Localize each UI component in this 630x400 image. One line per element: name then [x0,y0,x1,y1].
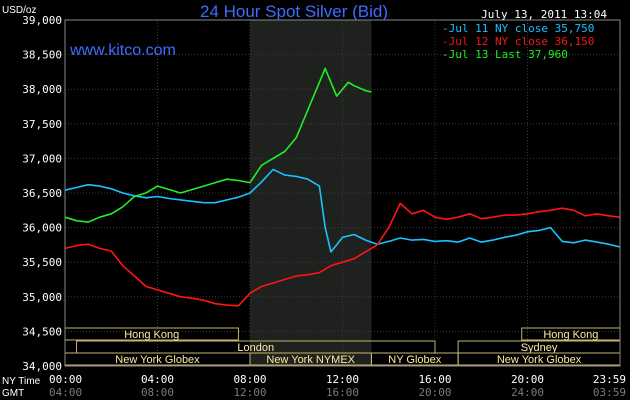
nymex-session-shade [250,20,372,366]
chart-date: July 13, 2011 13:04 [481,8,607,21]
x-tick-label-gmt: 12:00 [233,386,266,399]
y-tick-label: 34,500 [22,325,62,338]
x-tick-label-ny: 23:59 [593,373,626,386]
session-label: New York NYMEX [266,354,355,366]
x-tick-label-gmt: 04:00 [49,386,82,399]
session-label: NY Globex [388,354,441,366]
series-line [64,168,621,253]
x-tick-label-ny: 20:00 [511,373,544,386]
series-line [64,67,372,223]
y-tick-label: 38,500 [22,49,62,62]
session-label: Hong Kong [543,329,598,341]
y-tick-label: 38,000 [22,83,62,96]
x-tick-label-gmt: 08:00 [141,386,174,399]
x-tick-label-ny: 16:00 [418,373,451,386]
price-series [64,67,621,307]
plot-frame [64,19,621,367]
y-tick-label: 34,000 [22,360,62,373]
y-tick-label: 37,000 [22,152,62,165]
y-tick-label: 39,000 [22,14,62,27]
x-axis-ticks: 00:0004:0004:0008:0008:0012:0012:0016:00… [49,373,626,399]
x-tick-label-gmt: 24:00 [511,386,544,399]
x-tick-label-ny: 04:00 [141,373,174,386]
y-tick-label: 35,500 [22,256,62,269]
legend: -Jul 11 NY close 35,750-Jul 12 NY close … [442,22,594,61]
x-tick-label-ny: 00:00 [49,373,82,386]
session-label: New York Globex [497,354,582,366]
x-tick-label-gmt: 03:59 [593,386,626,399]
y-tick-label: 36,000 [22,222,62,235]
y-tick-label: 36,500 [22,187,62,200]
ny-time-label: NY Time [2,376,41,387]
chart-title: 24 Hour Spot Silver (Bid) [200,2,388,21]
y-tick-label: 35,000 [22,291,62,304]
gmt-label: GMT [2,388,24,399]
legend-entry: -Jul 12 NY close 36,150 [442,35,594,48]
x-tick-label-gmt: 20:00 [418,386,451,399]
session-label: Sydney [521,342,558,354]
x-tick-label-ny: 08:00 [233,373,266,386]
series-line [64,202,621,307]
legend-entry: -Jul 11 NY close 35,750 [442,22,594,35]
session-label: New York Globex [115,354,200,366]
session-label: London [237,342,274,354]
y-unit-label: USD/oz [2,5,36,16]
legend-entry: -Jul 13 Last 37,960 [442,48,568,61]
y-axis-ticks: 34,000 34,500 35,000 35,500 36,000 36,500 37,0… [22,14,62,373]
y-tick-label: 37,500 [22,118,62,131]
session-label: Hong Kong [124,329,179,341]
kitco-brand[interactable]: www.kitco.com [69,42,176,59]
x-tick-label-ny: 12:00 [326,373,359,386]
x-tick-label-gmt: 16:00 [326,386,359,399]
